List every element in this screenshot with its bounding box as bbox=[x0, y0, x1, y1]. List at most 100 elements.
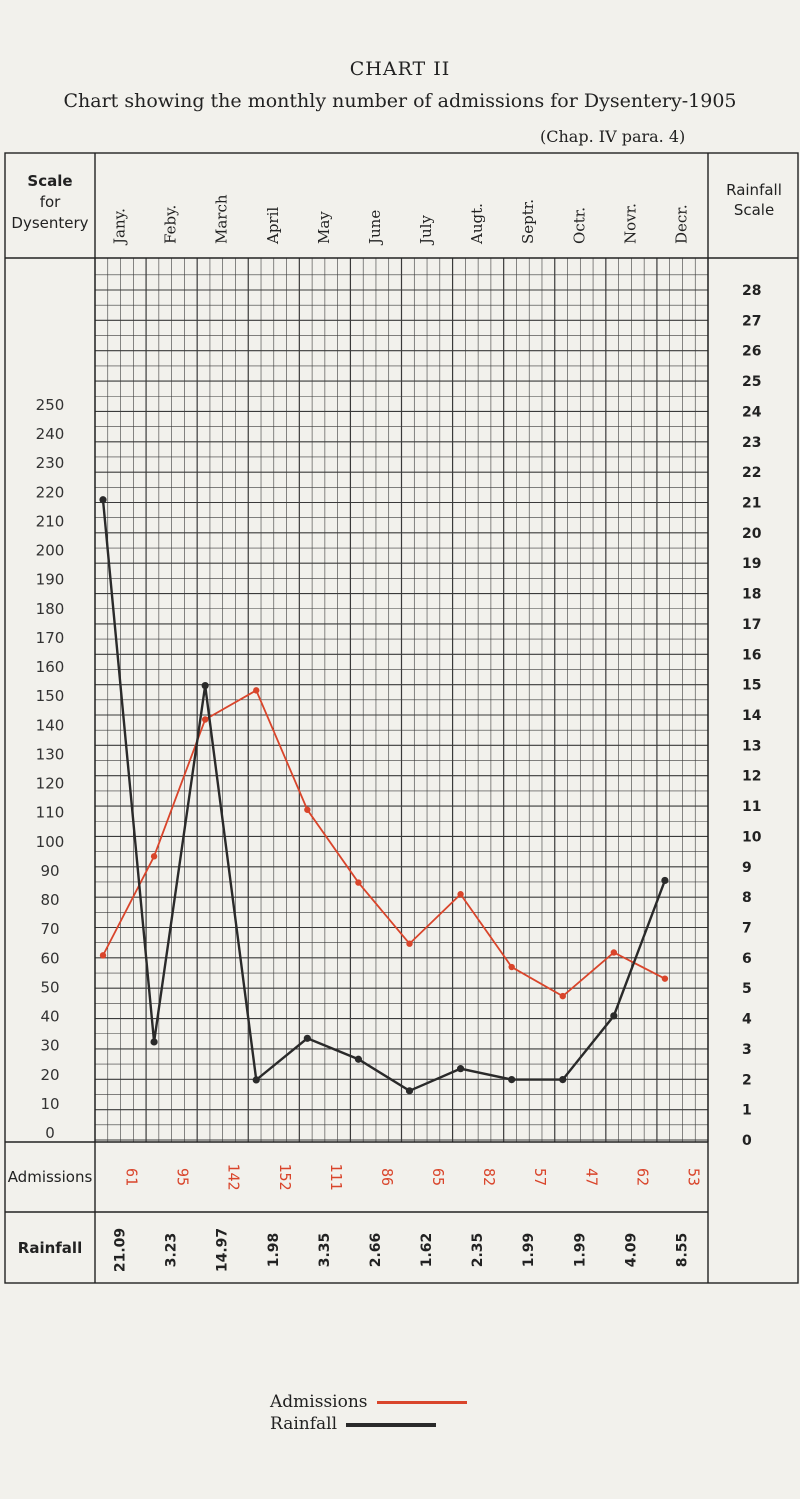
dysentery-tick: 50 bbox=[40, 978, 59, 996]
month-label: April bbox=[264, 207, 282, 245]
chapter-reference: (Chap. IV para. 4) bbox=[540, 127, 686, 146]
dysentery-tick: 0 bbox=[45, 1124, 55, 1142]
month-label: Decr. bbox=[672, 204, 690, 244]
admissions-value: 57 bbox=[531, 1168, 549, 1186]
rainfall-row-label: Rainfall bbox=[18, 1239, 82, 1257]
rainfall-value: 1.62 bbox=[419, 1233, 435, 1268]
rainfall-tick: 22 bbox=[742, 465, 761, 481]
month-label: July bbox=[417, 215, 435, 246]
rainfall-tick: 7 bbox=[742, 921, 752, 937]
chart-frame bbox=[4, 152, 799, 1284]
left-header-text: Dysentery bbox=[11, 214, 88, 232]
rainfall-point bbox=[201, 681, 209, 690]
legend-admissions: Admissions bbox=[270, 1392, 467, 1412]
rainfall-point bbox=[610, 1012, 618, 1020]
month-label: May bbox=[315, 211, 333, 244]
rainfall-point bbox=[303, 1034, 311, 1042]
rainfall-tick: 5 bbox=[742, 981, 752, 997]
admissions-point bbox=[406, 940, 413, 947]
dysentery-tick: 180 bbox=[36, 600, 65, 618]
rainfall-tick: 17 bbox=[742, 617, 761, 633]
month-label: Jany. bbox=[111, 208, 129, 246]
rainfall-tick: 12 bbox=[742, 769, 761, 785]
dysentery-tick: 130 bbox=[36, 745, 65, 763]
rainfall-tick: 13 bbox=[742, 738, 761, 754]
admissions-value: 65 bbox=[429, 1168, 447, 1186]
admissions-value: 95 bbox=[174, 1168, 192, 1186]
rainfall-value: 1.98 bbox=[266, 1233, 282, 1268]
rainfall-tick: 26 bbox=[742, 344, 761, 360]
dysentery-tick: 230 bbox=[36, 454, 65, 472]
legend-rainfall-swatch bbox=[346, 1422, 437, 1427]
dysentery-tick: 10 bbox=[40, 1095, 59, 1113]
rainfall-scale: 0123456789101112131415161718192021222324… bbox=[742, 283, 762, 1149]
rainfall-tick: 20 bbox=[742, 526, 762, 542]
admissions-point bbox=[559, 992, 566, 1000]
chart-subtitle: Chart showing the monthly number of admi… bbox=[63, 90, 737, 112]
dysentery-tick: 80 bbox=[40, 891, 59, 909]
month-label: March bbox=[213, 194, 231, 244]
rainfall-tick: 19 bbox=[742, 556, 761, 572]
series-lines bbox=[99, 496, 669, 1095]
dysentery-tick: 220 bbox=[36, 483, 65, 501]
rainfall-point bbox=[661, 876, 669, 885]
rainfall-point bbox=[508, 1075, 516, 1084]
rainfall-tick: 0 bbox=[742, 1133, 752, 1149]
rainfall-tick: 24 bbox=[742, 404, 762, 420]
legend-admissions-swatch bbox=[376, 1401, 467, 1404]
dysentery-tick: 120 bbox=[36, 775, 65, 793]
outer-border bbox=[4, 152, 799, 1284]
values-table: Admissions Rainfall 61 95 142 152 111 86 65 82 57 4… bbox=[8, 1163, 703, 1272]
rainfall-point bbox=[150, 1038, 158, 1046]
right-header-text: Scale bbox=[734, 201, 774, 219]
admissions-point bbox=[304, 806, 311, 813]
dysentery-tick: 110 bbox=[36, 804, 65, 822]
admissions-point bbox=[201, 716, 209, 723]
dysentery-tick: 60 bbox=[40, 949, 59, 967]
rainfall-tick: 1 bbox=[742, 1103, 752, 1119]
rainfall-value: 8.55 bbox=[674, 1233, 690, 1268]
rainfall-tick: 3 bbox=[742, 1042, 752, 1058]
dysentery-tick: 150 bbox=[36, 687, 65, 705]
admissions-value: 62 bbox=[633, 1168, 651, 1186]
month-label: Augt. bbox=[468, 203, 486, 245]
admissions-point bbox=[99, 952, 107, 959]
admissions-value: 82 bbox=[480, 1168, 498, 1186]
rainfall-tick: 4 bbox=[742, 1012, 752, 1028]
month-label: Septr. bbox=[519, 199, 537, 244]
rainfall-value: 21.09 bbox=[113, 1228, 129, 1272]
rainfall-point bbox=[252, 1076, 260, 1084]
rainfall-value: 1.99 bbox=[572, 1233, 588, 1268]
rainfall-tick: 11 bbox=[742, 799, 761, 815]
dysentery-tick: 20 bbox=[40, 1066, 59, 1084]
rainfall-value: 3.23 bbox=[164, 1233, 180, 1268]
rainfall-point bbox=[99, 496, 107, 504]
rainfall-point bbox=[559, 1075, 567, 1084]
dysentery-tick: 210 bbox=[36, 512, 65, 530]
rainfall-point bbox=[405, 1087, 414, 1095]
admissions-line bbox=[102, 689, 666, 998]
dysentery-tick: 90 bbox=[40, 862, 59, 880]
admissions-value: 47 bbox=[582, 1168, 600, 1186]
rainfall-point bbox=[456, 1065, 465, 1073]
admissions-value: 53 bbox=[684, 1168, 702, 1186]
dysentery-tick: 70 bbox=[40, 920, 59, 938]
rainfall-tick: 8 bbox=[742, 890, 752, 906]
rainfall-tick: 9 bbox=[742, 860, 752, 876]
dysentery-tick: 160 bbox=[36, 658, 65, 676]
left-header-text: for bbox=[40, 193, 61, 211]
admissions-value: 86 bbox=[378, 1168, 396, 1186]
rainfall-tick: 27 bbox=[742, 313, 761, 329]
rainfall-tick: 18 bbox=[742, 587, 761, 603]
rainfall-tick: 2 bbox=[742, 1072, 752, 1088]
rainfall-value: 2.66 bbox=[368, 1233, 384, 1268]
left-header-text: Scale bbox=[27, 172, 72, 190]
admissions-value: 111 bbox=[327, 1163, 345, 1190]
admissions-value: 61 bbox=[123, 1168, 141, 1186]
admissions-point bbox=[457, 891, 464, 898]
rainfall-value: 3.35 bbox=[317, 1233, 333, 1268]
dysentery-tick: 30 bbox=[40, 1037, 59, 1055]
rainfall-tick: 10 bbox=[742, 829, 762, 845]
admissions-point bbox=[150, 853, 158, 860]
